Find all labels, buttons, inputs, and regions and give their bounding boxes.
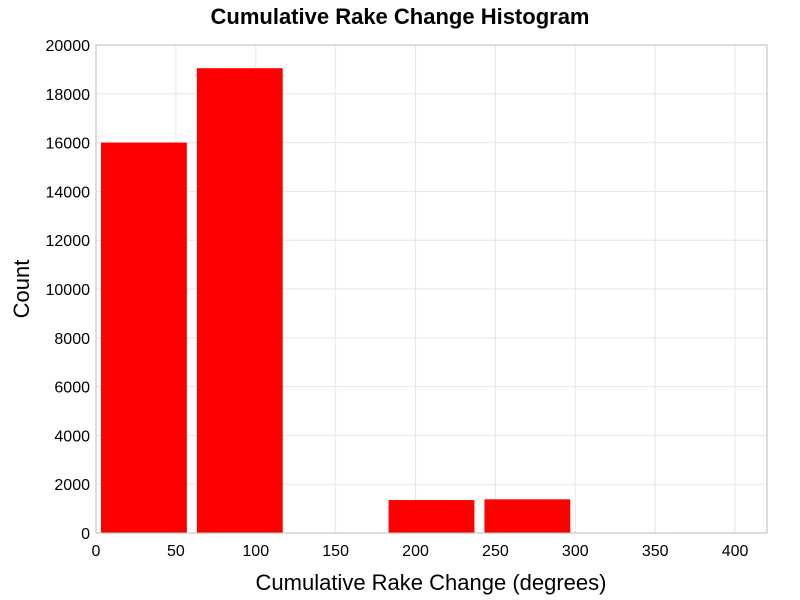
y-axis-ticks: 0 2000 4000 6000 8000 10000 12000 14000 16000 180… [46, 38, 91, 543]
y-axis-label: Count [9, 260, 34, 319]
x-axis-label: Cumulative Rake Change (degrees) [256, 570, 607, 595]
y-tick-label: 6000 [54, 380, 90, 397]
x-tick-label: 350 [642, 543, 669, 560]
histogram-bar [388, 500, 475, 533]
y-tick-label: 10000 [46, 282, 91, 299]
x-tick-label: 150 [322, 543, 349, 560]
y-tick-label: 12000 [46, 233, 91, 250]
x-tick-label: 100 [242, 543, 269, 560]
y-tick-label: 20000 [46, 38, 91, 55]
histogram-bar [101, 142, 187, 533]
grid [95, 44, 767, 534]
y-tick-label: 18000 [46, 87, 91, 104]
y-tick-label: 14000 [46, 184, 91, 201]
y-tick-label: 16000 [46, 136, 91, 153]
plot-frame [95, 44, 768, 534]
chart-title: Cumulative Rake Change Histogram [211, 4, 590, 29]
y-tick-label: 2000 [54, 477, 90, 494]
y-tick-label: 8000 [54, 331, 90, 348]
x-tick-label: 200 [402, 543, 429, 560]
x-tick-label: 50 [167, 543, 185, 560]
x-tick-label: 400 [722, 543, 749, 560]
y-tick-label: 4000 [54, 428, 90, 445]
histogram-bar [484, 499, 571, 533]
x-tick-label: 300 [562, 543, 589, 560]
x-tick-label: 250 [482, 543, 509, 560]
histogram-bar [196, 68, 283, 534]
bars [101, 68, 762, 534]
x-tick-label: 0 [92, 543, 101, 560]
x-axis-ticks: 0 50 100 150 200 250 300 350 400 [92, 543, 749, 560]
y-tick-label: 0 [81, 526, 90, 543]
